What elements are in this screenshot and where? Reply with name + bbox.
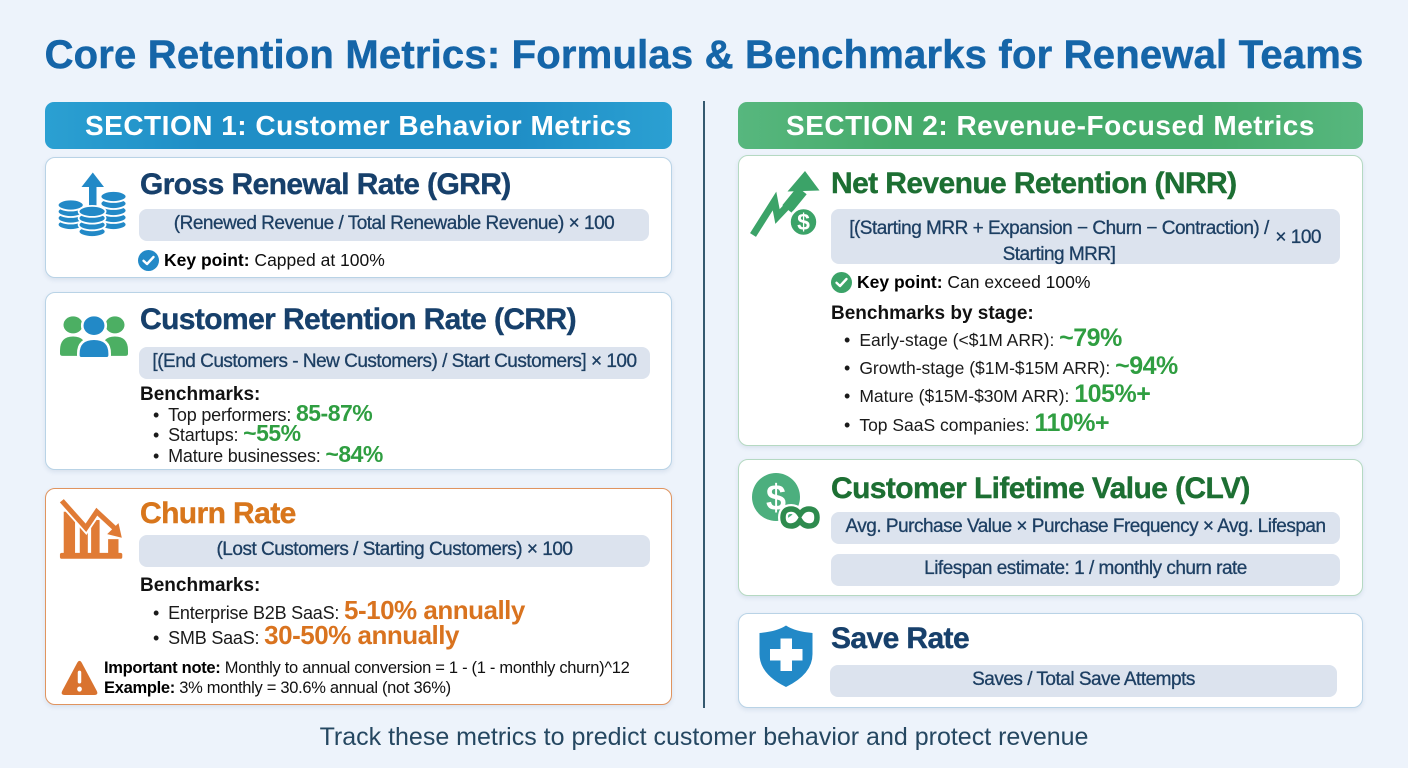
svg-text:$: $ <box>797 209 810 235</box>
svg-text:$: $ <box>766 477 786 518</box>
